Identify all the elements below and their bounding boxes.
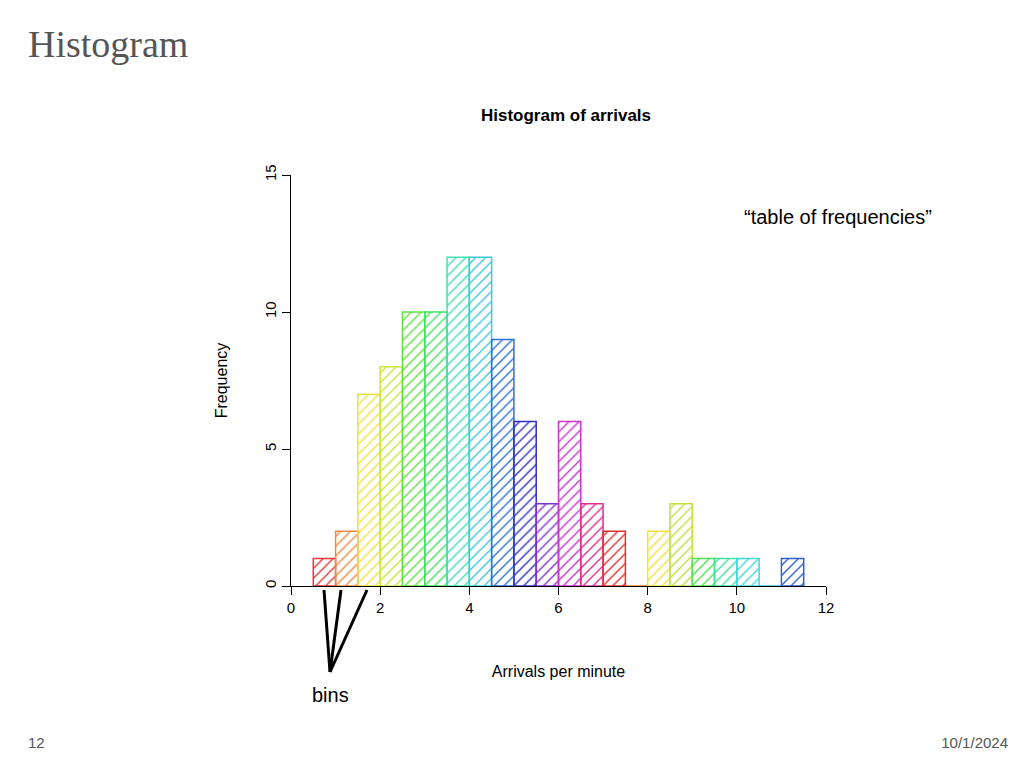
svg-text:12: 12	[818, 599, 835, 616]
svg-text:Histogram of arrivals: Histogram of arrivals	[481, 106, 651, 125]
svg-text:10: 10	[728, 599, 745, 616]
html-text:10/1/2024: 10/1/2024	[941, 734, 1008, 751]
svg-text:Arrivals per minute: Arrivals per minute	[492, 663, 625, 680]
html-text:12: 12	[28, 734, 45, 751]
svg-text:8: 8	[643, 599, 651, 616]
svg-text:Frequency: Frequency	[213, 343, 230, 419]
svg-text:10: 10	[262, 301, 279, 318]
svg-text:0: 0	[262, 580, 279, 588]
svg-text:6: 6	[554, 599, 562, 616]
html-text:Histogram: Histogram	[28, 23, 189, 65]
svg-text:“table of frequencies”: “table of frequencies”	[744, 206, 932, 228]
svg-text:4: 4	[465, 599, 473, 616]
svg-text:2: 2	[376, 599, 384, 616]
svg-text:bins: bins	[312, 684, 349, 706]
svg-text:0: 0	[287, 599, 295, 616]
svg-text:5: 5	[262, 443, 279, 451]
svg-text:15: 15	[262, 164, 279, 181]
